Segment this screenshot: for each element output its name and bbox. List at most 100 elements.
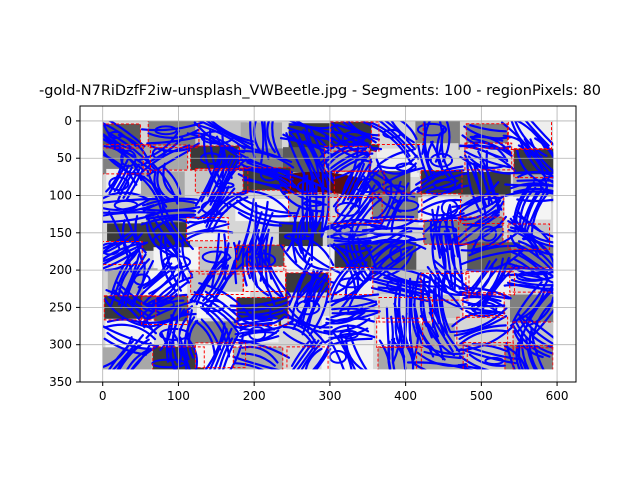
contour-line <box>517 336 524 370</box>
contour-line <box>229 333 245 370</box>
contour-line <box>116 344 141 370</box>
contour-line <box>339 334 357 370</box>
segment-boundary <box>462 342 514 370</box>
contour-line <box>423 350 462 360</box>
contour-line <box>503 273 554 284</box>
segment-boundary <box>465 271 516 296</box>
segment-boundary <box>190 270 244 296</box>
contour-line <box>329 120 383 151</box>
segment-boundary <box>377 346 422 370</box>
contour-line <box>233 362 264 370</box>
contour-line <box>422 310 456 357</box>
contour-line <box>458 287 512 300</box>
contour-line <box>410 282 418 338</box>
contour-line <box>205 191 244 228</box>
contour-line <box>385 182 410 230</box>
contour-line <box>509 280 549 327</box>
segment-boundary <box>198 246 250 275</box>
segment-boundary <box>328 196 383 224</box>
contour-line <box>304 347 323 370</box>
contour-line <box>140 137 184 167</box>
contour-line <box>218 337 234 370</box>
contour-line <box>149 276 194 309</box>
segment-boundary <box>142 144 189 171</box>
contour-line <box>206 191 248 233</box>
contour-line <box>331 300 377 311</box>
contour-line <box>430 306 461 353</box>
segment-boundary <box>103 295 157 321</box>
contour-line <box>146 135 203 145</box>
contour-line <box>507 220 550 255</box>
contour-line <box>516 179 554 182</box>
contour-line <box>457 195 505 219</box>
contour-line <box>349 163 371 204</box>
contour-line <box>518 138 554 185</box>
contour-line <box>142 267 189 305</box>
contour-line <box>205 120 254 146</box>
contour-line <box>142 262 173 290</box>
contour-loop <box>416 122 448 137</box>
contour-line <box>383 276 422 288</box>
contour-line <box>346 324 368 370</box>
contour-line <box>258 250 285 300</box>
contour-loop <box>200 199 229 216</box>
contour-line <box>469 124 507 133</box>
contour-line <box>345 335 365 370</box>
contour-line <box>136 130 180 162</box>
y-axis: 0 50 100 150 200 250 300 350 <box>49 114 80 389</box>
contour-line <box>195 256 232 306</box>
contour-loop <box>432 178 457 191</box>
contour-line <box>277 185 325 213</box>
contour-line <box>140 215 203 226</box>
contour-line <box>248 211 263 254</box>
contour-line <box>434 274 446 337</box>
contour-line <box>213 327 233 370</box>
contour-line <box>112 334 144 370</box>
contour-line <box>105 155 124 193</box>
contour-line <box>441 120 451 163</box>
contour-line <box>301 172 307 238</box>
contour-loop <box>146 299 175 310</box>
contour-line <box>147 217 179 259</box>
contour-line <box>106 318 157 335</box>
contour-line <box>525 336 537 370</box>
contour-line <box>234 315 278 324</box>
contour-loop <box>303 199 324 207</box>
contour-line <box>156 167 173 201</box>
segment-boundary <box>330 121 380 152</box>
contour-line <box>266 120 276 154</box>
contour-line <box>346 120 380 137</box>
contour-line <box>471 343 510 353</box>
contour-line <box>459 248 529 266</box>
contour-line <box>205 264 230 303</box>
contour-line <box>324 135 373 163</box>
segment-boundary <box>420 272 470 301</box>
contour-line <box>381 166 425 186</box>
contour-line <box>159 314 173 352</box>
contour-line <box>421 276 433 339</box>
contour-line <box>458 355 490 370</box>
contour-loop <box>200 130 234 145</box>
contour-line <box>451 310 506 328</box>
contour-line <box>330 309 381 319</box>
segment-boundary <box>236 297 289 326</box>
contour-line <box>378 148 414 166</box>
segment-boundary <box>465 123 509 149</box>
contour-line <box>232 192 299 215</box>
contour-line <box>399 330 407 370</box>
contour-line <box>456 209 497 240</box>
segment-boundary <box>376 317 424 348</box>
contour-line <box>102 232 144 263</box>
contour-line <box>107 131 157 171</box>
segment-boundary <box>371 192 423 220</box>
contour-line <box>419 272 463 311</box>
contour-line <box>239 318 273 326</box>
contour-line <box>233 338 290 359</box>
contour-line <box>199 306 231 358</box>
contour-loop <box>440 199 459 217</box>
contour-line <box>162 166 182 195</box>
contour-loop <box>539 175 554 193</box>
contour-line <box>103 323 157 341</box>
contour-line <box>282 325 316 350</box>
